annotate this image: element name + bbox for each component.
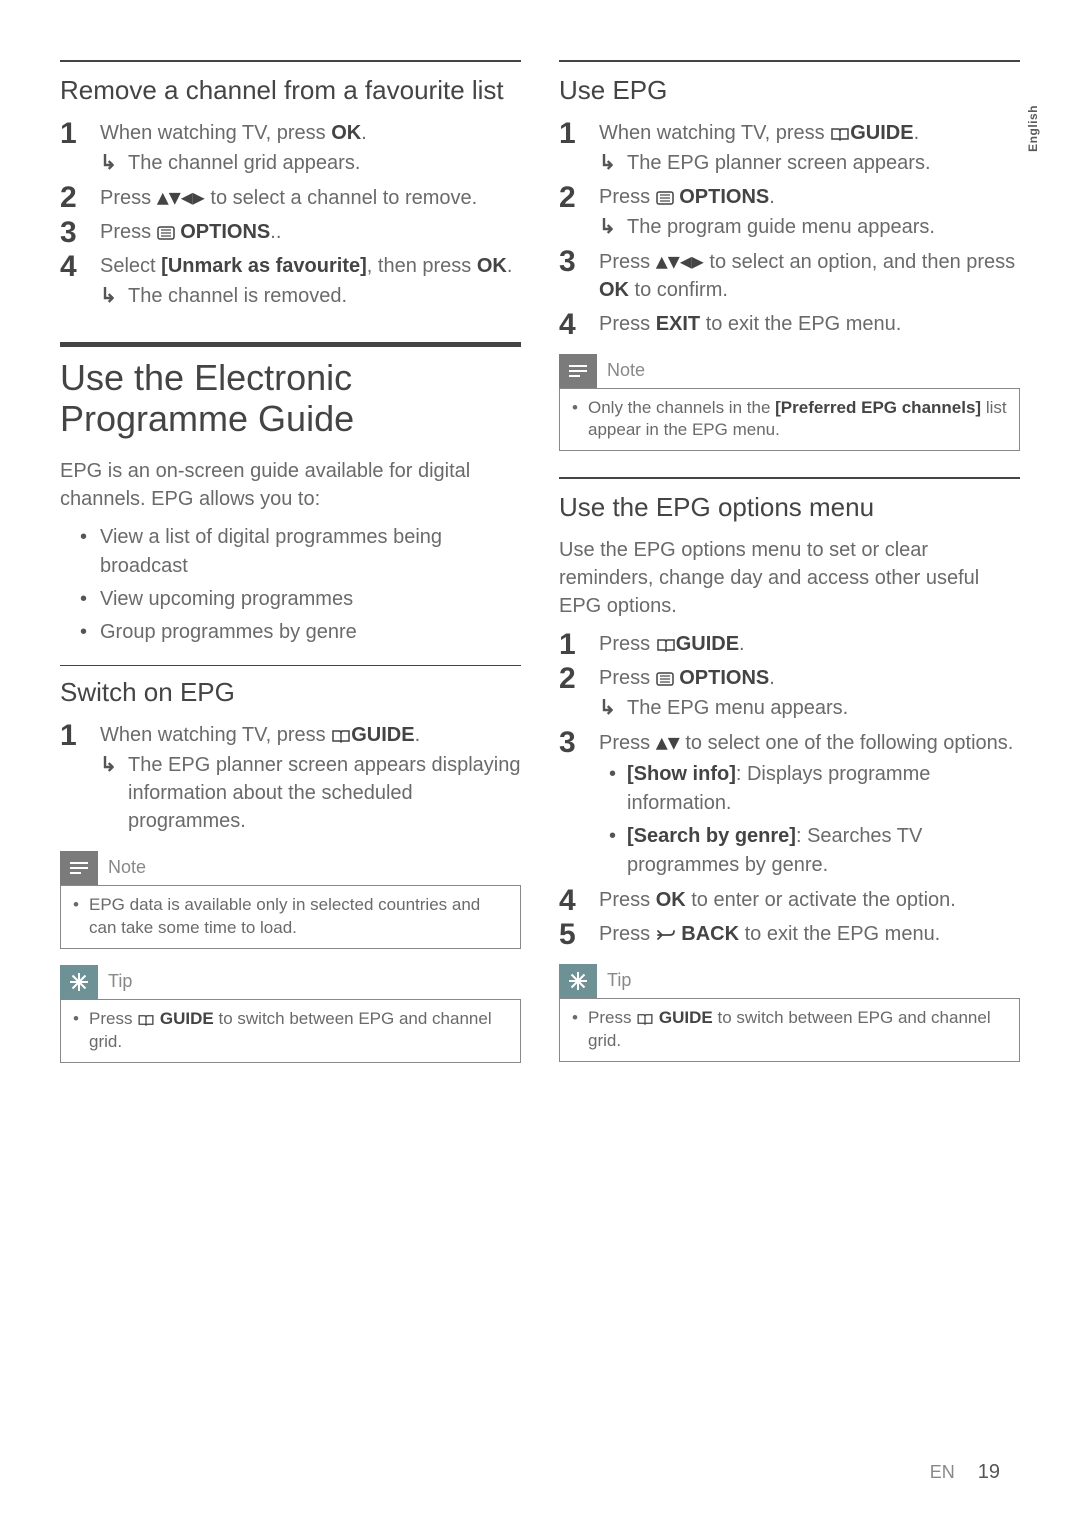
- note-icon: [60, 851, 98, 885]
- step-1: When watching TV, press OK. The channel …: [60, 119, 521, 177]
- guide-icon: [331, 729, 351, 743]
- arrows-icon: ▲▼◀▶: [656, 249, 704, 273]
- epg-bullet-2: View upcoming programmes: [100, 585, 521, 614]
- tip-callout-2: Tip Press GUIDE to switch between EPG an…: [559, 964, 1020, 1062]
- note-icon: [559, 354, 597, 388]
- note-callout-1: Note EPG data is available only in selec…: [60, 851, 521, 949]
- guide-icon: [656, 638, 676, 652]
- guide-icon: [137, 1014, 155, 1026]
- opt-step-3-opt2: [Search by genre]: Searches TV programme…: [627, 822, 1020, 880]
- remove-channel-steps: When watching TV, press OK. The channel …: [60, 119, 521, 310]
- use-epg-steps: When watching TV, press GUIDE. The EPG p…: [559, 119, 1020, 338]
- footer-lang: EN: [930, 1462, 955, 1482]
- tip-title-1: Tip: [98, 971, 132, 992]
- opt-step-4: Press OK to enter or activate the option…: [559, 886, 1020, 914]
- arrows-icon: ▲▼◀▶: [157, 185, 205, 209]
- opt-step-1: Press GUIDE.: [559, 630, 1020, 658]
- guide-icon: [636, 1013, 654, 1025]
- left-column: Remove a channel from a favourite list W…: [60, 60, 521, 1063]
- step-1-result: The channel grid appears.: [100, 149, 521, 177]
- page-footer: EN 19: [930, 1461, 1000, 1484]
- use-epg-step-3: Press ▲▼◀▶ to select an option, and then…: [559, 247, 1020, 304]
- page-content: Remove a channel from a favourite list W…: [0, 0, 1080, 1103]
- options-menu-title: Use the EPG options menu: [559, 491, 1020, 524]
- use-epg-step-1-result: The EPG planner screen appears.: [599, 149, 1020, 177]
- tip-1-text: Press GUIDE to switch between EPG and ch…: [73, 1008, 508, 1054]
- note-title-1: Note: [98, 857, 146, 878]
- step-2: Press ▲▼◀▶ to select a channel to remove…: [60, 183, 521, 212]
- options-icon: [157, 226, 175, 240]
- epg-intro: EPG is an on-screen guide available for …: [60, 457, 521, 513]
- right-column: Use EPG When watching TV, press GUIDE. T…: [559, 60, 1020, 1063]
- opt-step-3: Press ▲▼ to select one of the following …: [559, 728, 1020, 880]
- step-3: Press OPTIONS..: [60, 218, 521, 246]
- note-callout-2: Note Only the channels in the [Preferred…: [559, 354, 1020, 452]
- opt-step-3-opt1: [Show info]: Displays programme informat…: [627, 760, 1020, 818]
- back-icon: [656, 928, 676, 942]
- use-epg-step-2: Press OPTIONS. The program guide menu ap…: [559, 183, 1020, 241]
- tip-callout-1: Tip Press GUIDE to switch between EPG an…: [60, 965, 521, 1063]
- epg-bullet-1: View a list of digital programmes being …: [100, 523, 521, 581]
- switch-step-1-result: The EPG planner screen appears displayin…: [100, 751, 521, 835]
- step-4: Select [Unmark as favourite], then press…: [60, 252, 521, 310]
- note-2-text: Only the channels in the [Preferred EPG …: [572, 397, 1007, 443]
- switch-on-steps: When watching TV, press GUIDE. The EPG p…: [60, 721, 521, 835]
- options-menu-steps: Press GUIDE. Press OPTIONS. The EPG menu…: [559, 630, 1020, 948]
- footer-page-number: 19: [978, 1461, 1000, 1483]
- step-4-result: The channel is removed.: [100, 282, 521, 310]
- tip-icon: [60, 965, 98, 999]
- epg-feature-list: View a list of digital programmes being …: [60, 523, 521, 647]
- opt-step-5: Press BACK to exit the EPG menu.: [559, 920, 1020, 948]
- use-epg-step-2-result: The program guide menu appears.: [599, 213, 1020, 241]
- use-epg-title: Use EPG: [559, 74, 1020, 107]
- epg-bullet-3: Group programmes by genre: [100, 618, 521, 647]
- options-icon: [656, 672, 674, 686]
- tip-title-2: Tip: [597, 970, 631, 991]
- options-icon: [656, 191, 674, 205]
- remove-channel-title: Remove a channel from a favourite list: [60, 74, 521, 107]
- arrows-ud-icon: ▲▼: [656, 730, 680, 754]
- epg-main-title: Use the Electronic Programme Guide: [60, 357, 521, 440]
- note-1-text: EPG data is available only in selected c…: [73, 894, 508, 940]
- switch-step-1: When watching TV, press GUIDE. The EPG p…: [60, 721, 521, 835]
- guide-icon: [830, 127, 850, 141]
- use-epg-step-1: When watching TV, press GUIDE. The EPG p…: [559, 119, 1020, 177]
- use-epg-step-4: Press EXIT to exit the EPG menu.: [559, 310, 1020, 338]
- language-tab: English: [1026, 105, 1040, 152]
- opt-step-2: Press OPTIONS. The EPG menu appears.: [559, 664, 1020, 722]
- tip-icon: [559, 964, 597, 998]
- tip-2-text: Press GUIDE to switch between EPG and ch…: [572, 1007, 1007, 1053]
- switch-on-title: Switch on EPG: [60, 676, 521, 709]
- options-menu-intro: Use the EPG options menu to set or clear…: [559, 536, 1020, 620]
- opt-step-2-result: The EPG menu appears.: [599, 694, 1020, 722]
- note-title-2: Note: [597, 360, 645, 381]
